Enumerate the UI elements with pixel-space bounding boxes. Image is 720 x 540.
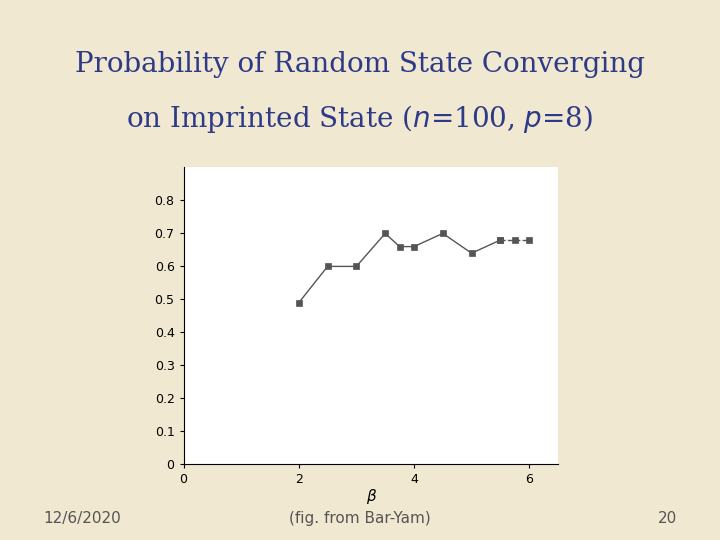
X-axis label: β: β: [366, 489, 376, 504]
Text: 20: 20: [657, 511, 677, 526]
Text: Probability of Random State Converging: Probability of Random State Converging: [75, 51, 645, 78]
Text: on Imprinted State ($n$=100, $p$=8): on Imprinted State ($n$=100, $p$=8): [127, 103, 593, 135]
Text: (fig. from Bar-Yam): (fig. from Bar-Yam): [289, 511, 431, 526]
Text: 12/6/2020: 12/6/2020: [43, 511, 121, 526]
